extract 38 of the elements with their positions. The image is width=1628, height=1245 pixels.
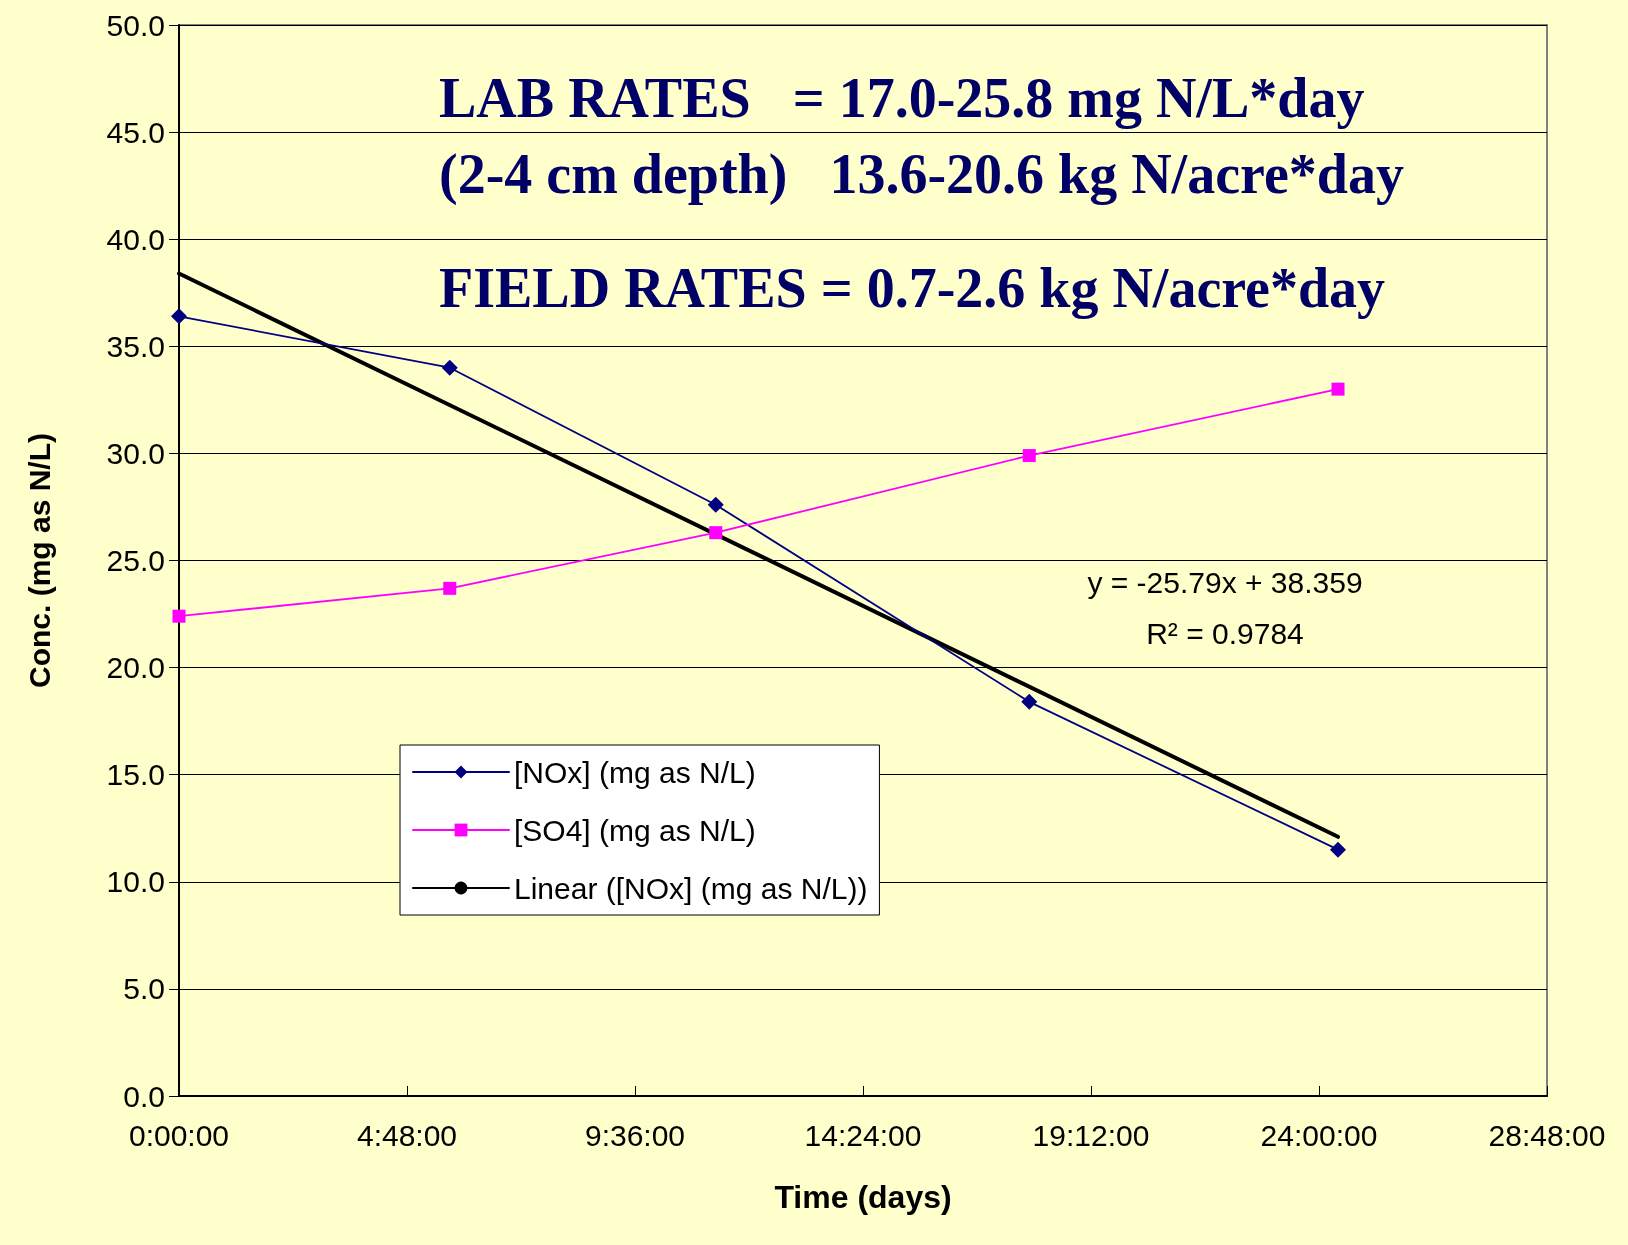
x-tick-label: 9:36:00 xyxy=(584,1118,686,1152)
y-tick-label: 50.0 xyxy=(106,8,165,42)
annotation: LAB RATES = 17.0-25.8 mg N/L*day xyxy=(439,67,1365,129)
point xyxy=(443,581,457,595)
point xyxy=(1021,693,1038,710)
y-tick-label: 0.0 xyxy=(123,1079,165,1113)
point xyxy=(1331,382,1345,396)
y-tick-label: 5.0 xyxy=(123,972,165,1006)
point xyxy=(171,308,187,325)
y-tick-label: 15.0 xyxy=(106,758,165,792)
annotation: FIELD RATES = 0.7-2.6 kg N/acre*day xyxy=(439,257,1386,319)
point xyxy=(441,359,458,376)
annotation: y = -25.79x + 38.359 xyxy=(1087,565,1363,599)
point xyxy=(172,609,186,623)
x-tick-label: 14:24:00 xyxy=(804,1118,922,1152)
y-tick-label: 35.0 xyxy=(106,329,165,363)
point xyxy=(1022,449,1036,463)
y-tick-label: 25.0 xyxy=(106,544,165,577)
y-tick-label: 10.0 xyxy=(106,865,165,899)
x-axis-title: Time (days) xyxy=(774,1179,952,1215)
y-tick-label: 20.0 xyxy=(106,651,165,685)
x-tick-label: 4:48:00 xyxy=(356,1118,458,1152)
y-tick-label: 30.0 xyxy=(106,436,165,470)
point xyxy=(709,526,723,540)
annotation: (2-4 cm depth) 13.6-20.6 kg N/acre*day xyxy=(439,143,1404,206)
y-axis-title: Conc. (mg as N/L) xyxy=(22,432,56,689)
legend-label: [NOx] (mg as N/L) xyxy=(514,755,756,789)
point xyxy=(707,496,724,513)
y-tick-label: 45.0 xyxy=(106,115,165,149)
legend-label: [SO4] (mg as N/L) xyxy=(514,813,756,847)
x-tick-label: 0:00:00 xyxy=(128,1118,230,1152)
x-tick-label: 19:12:00 xyxy=(1032,1118,1150,1152)
x-tick-label: 24:00:00 xyxy=(1260,1118,1378,1152)
legend-label: Linear ([NOx] (mg as N/L)) xyxy=(514,871,868,905)
y-tick-label: 40.0 xyxy=(106,222,165,256)
x-tick-label: 28:48:00 xyxy=(1488,1118,1606,1152)
annotation: R² = 0.9784 xyxy=(1146,616,1304,650)
point xyxy=(1330,841,1346,858)
